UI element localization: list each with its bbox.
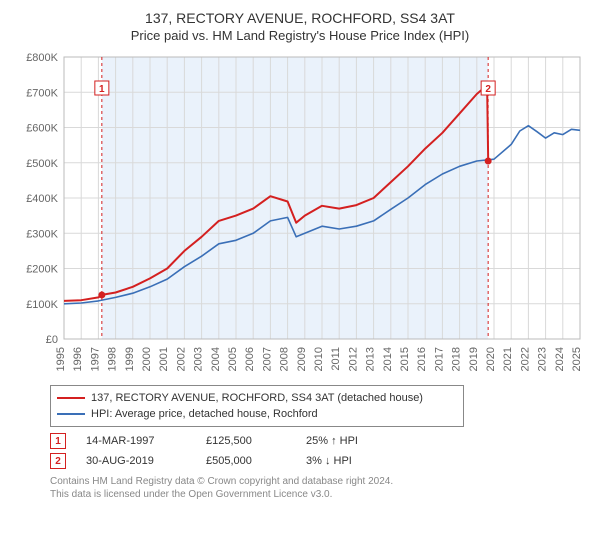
svg-text:2022: 2022 (519, 347, 531, 371)
svg-text:2021: 2021 (502, 347, 514, 371)
svg-text:2015: 2015 (399, 347, 411, 371)
sale-price: £125,500 (206, 435, 286, 447)
svg-text:2012: 2012 (347, 347, 359, 371)
svg-text:2018: 2018 (451, 347, 463, 371)
svg-text:2024: 2024 (554, 347, 566, 371)
svg-text:£700K: £700K (26, 87, 58, 99)
svg-text:2010: 2010 (313, 347, 325, 371)
svg-text:2007: 2007 (261, 347, 273, 371)
svg-text:£100K: £100K (26, 299, 58, 311)
sale-price: £505,000 (206, 455, 286, 467)
svg-text:2003: 2003 (193, 347, 205, 371)
svg-text:2004: 2004 (210, 347, 222, 371)
svg-text:2014: 2014 (382, 347, 394, 371)
chart-title: 137, RECTORY AVENUE, ROCHFORD, SS4 3AT (12, 10, 588, 26)
sale-hpi: 25% ↑ HPI (306, 435, 396, 447)
table-row: 2 30-AUG-2019 £505,000 3% ↓ HPI (50, 451, 584, 471)
svg-text:2002: 2002 (175, 347, 187, 371)
line-chart: £0 £100K £200K £300K £400K £500K £600K £700K £80… (12, 49, 588, 379)
svg-text:1996: 1996 (72, 347, 84, 371)
svg-text:2019: 2019 (468, 347, 480, 371)
footnote: Contains HM Land Registry data © Crown c… (50, 475, 584, 501)
chart-container: 137, RECTORY AVENUE, ROCHFORD, SS4 3AT P… (0, 0, 600, 509)
sale-date: 30-AUG-2019 (86, 455, 186, 467)
svg-text:£400K: £400K (26, 193, 58, 205)
svg-text:£500K: £500K (26, 158, 58, 170)
svg-text:2009: 2009 (296, 347, 308, 371)
sale-marker-icon: 2 (50, 453, 66, 469)
svg-text:2016: 2016 (416, 347, 428, 371)
svg-text:2000: 2000 (141, 347, 153, 371)
svg-text:£300K: £300K (26, 228, 58, 240)
svg-text:2008: 2008 (279, 347, 291, 371)
svg-text:2025: 2025 (571, 347, 583, 371)
svg-text:£600K: £600K (26, 123, 58, 135)
svg-text:2011: 2011 (330, 347, 342, 371)
svg-text:£0: £0 (46, 334, 58, 346)
legend-label: 137, RECTORY AVENUE, ROCHFORD, SS4 3AT (… (91, 390, 423, 406)
sales-table: 1 14-MAR-1997 £125,500 25% ↑ HPI 2 30-AU… (50, 431, 584, 471)
svg-text:1999: 1999 (124, 347, 136, 371)
svg-text:2017: 2017 (433, 347, 445, 371)
svg-text:2001: 2001 (158, 347, 170, 371)
sale-marker-icon: 1 (50, 433, 66, 449)
svg-text:£200K: £200K (26, 264, 58, 276)
sale-date: 14-MAR-1997 (86, 435, 186, 447)
svg-text:2020: 2020 (485, 347, 497, 371)
legend-label: HPI: Average price, detached house, Roch… (91, 406, 318, 422)
svg-text:1: 1 (99, 84, 105, 95)
svg-text:2013: 2013 (365, 347, 377, 371)
chart-subtitle: Price paid vs. HM Land Registry's House … (12, 28, 588, 43)
svg-text:2023: 2023 (537, 347, 549, 371)
svg-text:1995: 1995 (55, 347, 67, 371)
footnote-line: This data is licensed under the Open Gov… (50, 489, 332, 500)
legend-line-icon (57, 413, 85, 415)
svg-text:2006: 2006 (244, 347, 256, 371)
legend-line-icon (57, 397, 85, 399)
legend: 137, RECTORY AVENUE, ROCHFORD, SS4 3AT (… (50, 385, 464, 427)
legend-item-price-paid: 137, RECTORY AVENUE, ROCHFORD, SS4 3AT (… (57, 390, 457, 406)
table-row: 1 14-MAR-1997 £125,500 25% ↑ HPI (50, 431, 584, 451)
svg-text:£800K: £800K (26, 52, 58, 64)
footnote-line: Contains HM Land Registry data © Crown c… (50, 476, 393, 487)
svg-text:2005: 2005 (227, 347, 239, 371)
svg-text:2: 2 (485, 84, 491, 95)
svg-text:1998: 1998 (107, 347, 119, 371)
sale-hpi: 3% ↓ HPI (306, 455, 396, 467)
svg-text:1997: 1997 (89, 347, 101, 371)
legend-item-hpi: HPI: Average price, detached house, Roch… (57, 406, 457, 422)
